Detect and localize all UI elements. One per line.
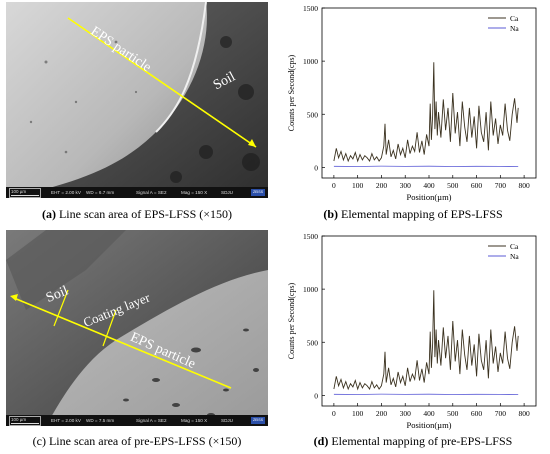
sem-a-org: SDJU: [221, 190, 233, 195]
y-tick-label: 1500: [303, 232, 318, 241]
x-tick-label: 200: [376, 409, 388, 418]
sem-c-scale-label: 100 µm: [11, 417, 27, 422]
caption-c-letter: (c): [32, 434, 46, 448]
chart-b-svg: 0 500 1000 1500 0 100 200 300 400 500 600 700 800 Pos…: [287, 4, 537, 202]
y-axis-label: Counts per Second(cps): [287, 54, 296, 131]
x-tick-label: 200: [376, 181, 388, 190]
x-tick-label: 100: [352, 181, 364, 190]
sem-c-mag: Mag = 150 X: [181, 418, 208, 423]
sem-a-scale-label: 100 µm: [11, 189, 27, 194]
x-tick-label: 0: [332, 409, 336, 418]
sem-a-signal: Signal A = SE2: [136, 190, 167, 195]
series-line-ca: [333, 290, 519, 391]
chart-d: 0 500 1000 1500 0 100 200 300 400 500 600 700 800 Pos…: [280, 228, 546, 433]
caption-d-letter: (d): [313, 434, 329, 448]
caption-c: (c) Line scan area of pre-EPS-LFSS (×150…: [6, 434, 268, 449]
zeiss-logo-c: ZEISS: [251, 417, 265, 424]
sem-c-org: SDJU: [221, 418, 233, 423]
chart-b: 0 500 1000 1500 0 100 200 300 400 500 600 700 800 Pos…: [280, 0, 546, 205]
caption-b-text: Elemental mapping of EPS-LFSS: [338, 207, 503, 221]
sem-a-mag: Mag = 150 X: [181, 190, 208, 195]
y-tick-label: 1500: [303, 4, 318, 13]
legend-label-na: Na: [510, 252, 519, 261]
x-tick-label: 300: [400, 181, 412, 190]
sem-c-scalebar: 100 µm: [9, 416, 41, 426]
legend-label-ca: Ca: [510, 14, 519, 23]
legend-label-ca: Ca: [510, 242, 519, 251]
x-tick-label: 100: [352, 409, 364, 418]
caption-a-text: Line scan area of EPS-LFSS (×150): [55, 207, 233, 221]
x-tick-label: 500: [447, 181, 459, 190]
x-tick-label: 300: [400, 409, 412, 418]
y-tick-label: 500: [307, 338, 319, 347]
sem-image-a-drawing: [6, 2, 268, 198]
y-tick-label: 0: [314, 163, 318, 172]
sem-a-info-bar: 100 µm EHT = 2.00 kV WD = 6.7 mm Signal …: [6, 187, 268, 198]
x-tick-label: 500: [447, 409, 459, 418]
sem-image-c: Soil Coating layer EPS particle 100 µm E…: [6, 230, 268, 426]
sem-c-info-bar: 100 µm EHT = 2.00 kV WD = 7.5 mm Signal …: [6, 415, 268, 426]
x-tick-label: 700: [495, 181, 507, 190]
y-tick-label: 1000: [303, 285, 318, 294]
sem-c-scale-line: [11, 423, 39, 424]
sem-a-scale-line: [11, 195, 39, 196]
sem-c-wd: WD = 7.5 mm: [86, 418, 115, 423]
caption-c-text: Line scan area of pre-EPS-LFSS (×150): [45, 434, 242, 448]
x-tick-label: 400: [423, 409, 435, 418]
zeiss-logo-a: ZEISS: [251, 189, 265, 196]
y-axis-label: Counts per Second(cps): [287, 282, 296, 359]
x-axis-label: Position(µm): [406, 192, 451, 202]
caption-a-letter: (a): [41, 207, 56, 221]
x-tick-label: 600: [471, 409, 483, 418]
sem-a-eht: EHT = 2.00 kV: [51, 190, 81, 195]
caption-d-text: Elemental mapping of pre-EPS-LFSS: [328, 434, 513, 448]
sem-image-a: EPS particle Soil 100 µm EHT = 2.00 kV W…: [6, 2, 268, 198]
x-tick-label: 700: [495, 409, 507, 418]
y-tick-label: 1000: [303, 57, 318, 66]
y-tick-label: 500: [307, 110, 319, 119]
caption-a: (a) Line scan area of EPS-LFSS (×150): [6, 207, 268, 222]
legend-label-na: Na: [510, 24, 519, 33]
plot-frame: [321, 235, 537, 407]
x-tick-label: 0: [332, 181, 336, 190]
x-tick-label: 400: [423, 181, 435, 190]
x-axis-label: Position(µm): [406, 420, 451, 430]
series-line-ca: [333, 62, 519, 163]
caption-b-letter: (b): [323, 207, 338, 221]
sem-image-c-drawing: [6, 230, 268, 426]
sem-a-wd: WD = 6.7 mm: [86, 190, 115, 195]
chart-d-svg: 0 500 1000 1500 0 100 200 300 400 500 600 700 800 Pos…: [287, 232, 537, 430]
sem-c-eht: EHT = 2.00 kV: [51, 418, 81, 423]
x-tick-label: 800: [518, 181, 530, 190]
sem-c-signal: Signal A = SE2: [136, 418, 167, 423]
caption-b: (b) Elemental mapping of EPS-LFSS: [280, 207, 546, 222]
x-tick-label: 800: [518, 409, 530, 418]
sem-a-scalebar: 100 µm: [9, 188, 41, 198]
x-tick-label: 600: [471, 181, 483, 190]
plot-frame: [321, 7, 537, 179]
y-tick-label: 0: [314, 391, 318, 400]
caption-d: (d) Elemental mapping of pre-EPS-LFSS: [280, 434, 546, 449]
